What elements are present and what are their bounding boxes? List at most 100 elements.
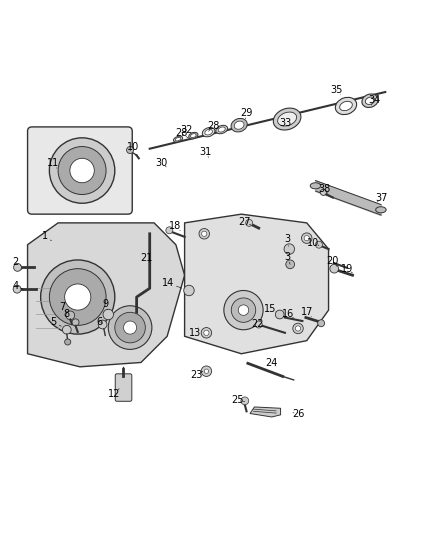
Circle shape xyxy=(49,138,115,203)
Circle shape xyxy=(103,309,113,320)
Text: 28: 28 xyxy=(174,128,187,139)
Text: 25: 25 xyxy=(231,395,244,406)
Circle shape xyxy=(240,397,248,405)
Circle shape xyxy=(64,284,91,310)
Ellipse shape xyxy=(215,125,227,134)
Circle shape xyxy=(254,321,261,328)
Text: 34: 34 xyxy=(367,95,380,105)
Ellipse shape xyxy=(230,118,247,132)
Circle shape xyxy=(295,326,300,331)
Text: 14: 14 xyxy=(162,278,174,288)
Text: 18: 18 xyxy=(169,221,181,231)
Text: 29: 29 xyxy=(240,108,252,118)
Text: 6: 6 xyxy=(96,317,102,327)
Circle shape xyxy=(66,311,74,320)
Circle shape xyxy=(204,369,208,374)
Ellipse shape xyxy=(218,127,225,132)
Text: 16: 16 xyxy=(282,310,294,319)
Text: 37: 37 xyxy=(375,192,387,203)
Text: 8: 8 xyxy=(63,310,69,319)
Circle shape xyxy=(315,241,322,248)
Circle shape xyxy=(317,320,324,327)
Text: 24: 24 xyxy=(264,358,276,368)
Text: 32: 32 xyxy=(180,125,193,135)
Text: 12: 12 xyxy=(107,389,120,399)
Circle shape xyxy=(231,298,255,322)
FancyBboxPatch shape xyxy=(115,374,131,401)
Circle shape xyxy=(41,260,115,334)
Text: 27: 27 xyxy=(238,217,251,227)
Circle shape xyxy=(201,231,206,237)
Text: 33: 33 xyxy=(279,118,291,128)
Text: 10: 10 xyxy=(307,238,319,247)
Text: 3: 3 xyxy=(283,252,290,262)
Text: 13: 13 xyxy=(189,328,201,338)
Circle shape xyxy=(223,290,262,330)
Text: 11: 11 xyxy=(46,158,59,168)
Text: 21: 21 xyxy=(140,253,152,263)
Circle shape xyxy=(329,264,338,273)
Ellipse shape xyxy=(234,121,244,129)
Circle shape xyxy=(292,323,303,334)
Circle shape xyxy=(14,263,21,271)
Ellipse shape xyxy=(175,138,180,141)
Text: 15: 15 xyxy=(264,304,276,314)
Circle shape xyxy=(13,285,21,293)
FancyBboxPatch shape xyxy=(28,127,132,214)
Circle shape xyxy=(201,366,211,376)
Text: 20: 20 xyxy=(325,256,337,266)
Ellipse shape xyxy=(188,132,198,139)
Text: 22: 22 xyxy=(250,319,263,329)
Circle shape xyxy=(301,233,311,244)
Text: 26: 26 xyxy=(292,409,304,419)
Ellipse shape xyxy=(335,98,356,115)
Ellipse shape xyxy=(277,112,296,126)
Ellipse shape xyxy=(273,108,300,130)
Text: 28: 28 xyxy=(207,121,219,131)
Circle shape xyxy=(70,158,94,183)
Circle shape xyxy=(64,339,71,345)
Circle shape xyxy=(201,328,211,338)
Text: 38: 38 xyxy=(318,184,329,194)
Text: 17: 17 xyxy=(300,308,312,317)
Circle shape xyxy=(123,321,136,334)
Circle shape xyxy=(115,312,145,343)
Text: 10: 10 xyxy=(127,142,139,151)
Ellipse shape xyxy=(339,101,352,111)
Circle shape xyxy=(62,325,71,334)
Circle shape xyxy=(320,189,325,196)
Ellipse shape xyxy=(202,127,215,137)
Ellipse shape xyxy=(375,207,385,213)
Text: 3: 3 xyxy=(283,235,290,245)
Circle shape xyxy=(275,310,283,319)
Text: 4: 4 xyxy=(12,281,18,291)
Text: 30: 30 xyxy=(155,158,168,168)
Circle shape xyxy=(285,260,294,269)
Ellipse shape xyxy=(361,94,377,108)
Text: 7: 7 xyxy=(59,302,65,312)
Circle shape xyxy=(238,305,248,316)
Ellipse shape xyxy=(310,183,320,189)
Ellipse shape xyxy=(173,136,182,142)
Circle shape xyxy=(126,147,133,154)
Circle shape xyxy=(283,244,294,254)
Circle shape xyxy=(184,285,194,296)
Ellipse shape xyxy=(205,130,212,135)
Text: 9: 9 xyxy=(102,298,108,309)
Circle shape xyxy=(304,236,309,241)
Polygon shape xyxy=(184,214,328,354)
Text: 19: 19 xyxy=(340,264,352,273)
Circle shape xyxy=(203,330,208,335)
Text: 31: 31 xyxy=(199,147,211,157)
Polygon shape xyxy=(28,223,184,367)
Circle shape xyxy=(108,306,152,350)
Polygon shape xyxy=(250,407,280,417)
Circle shape xyxy=(58,147,106,195)
Text: 1: 1 xyxy=(42,231,48,241)
Text: 23: 23 xyxy=(190,370,202,379)
Circle shape xyxy=(98,320,107,329)
Circle shape xyxy=(72,319,79,326)
Text: 35: 35 xyxy=(329,85,342,95)
Text: 2: 2 xyxy=(12,257,18,267)
Ellipse shape xyxy=(190,134,196,138)
